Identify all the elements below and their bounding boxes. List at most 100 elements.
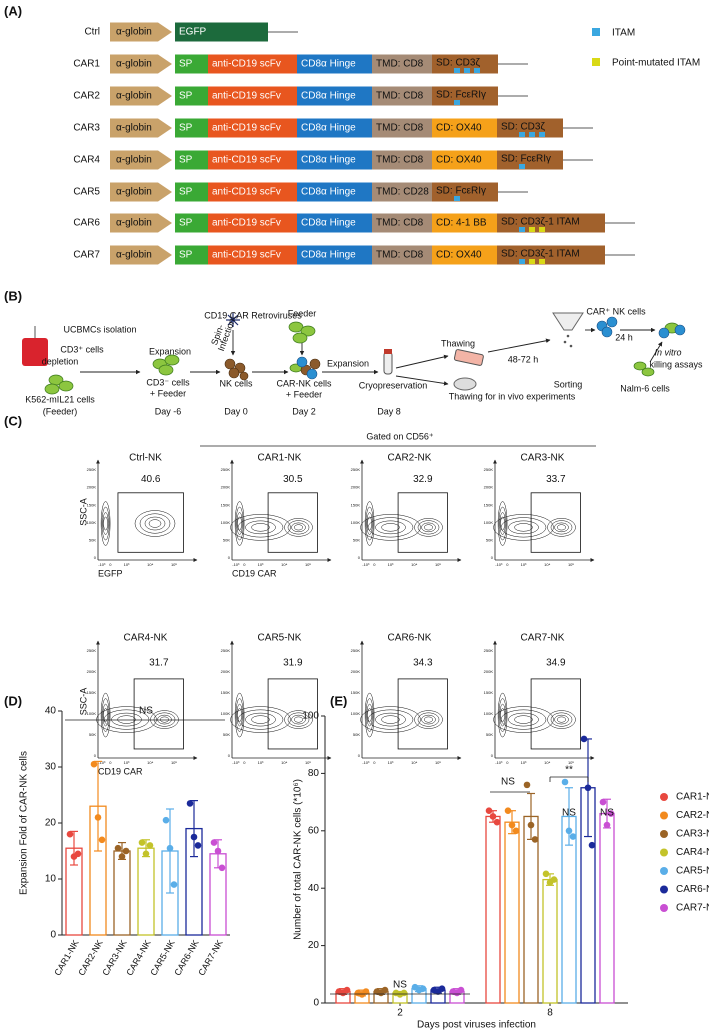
contour: [557, 524, 566, 531]
x-tick-label: 10⁵: [568, 562, 574, 567]
part-label: TMD: CD8: [376, 155, 424, 166]
data-point: [607, 810, 615, 817]
bar: [485, 815, 501, 1004]
y-tick-label: 250K: [351, 648, 361, 653]
construct-part: [297, 182, 372, 202]
construct-part: [175, 118, 208, 138]
construct-part: [175, 86, 208, 106]
contour: [139, 513, 171, 534]
construct-part: [297, 213, 372, 233]
contour: [236, 512, 243, 535]
x-tick-label: 10⁵: [305, 562, 311, 567]
workflow-label: killing assays: [649, 359, 703, 369]
part-label: α-globin: [116, 91, 152, 102]
legend-label: Point-mutated ITAM: [612, 58, 700, 69]
gate-value: 31.9: [283, 658, 303, 669]
contour: [251, 715, 270, 724]
blood-bag: [22, 338, 48, 366]
contour: [417, 520, 440, 535]
y-tick-label: 0: [491, 555, 494, 560]
workflow-label: (Feeder): [43, 406, 78, 416]
y-tick-label: 0: [358, 753, 361, 758]
construct-part: [372, 118, 432, 138]
y-tick-label: 0: [50, 930, 56, 941]
itam-mark: [519, 227, 525, 232]
legend-marker: [660, 793, 668, 801]
sorter: [552, 312, 584, 331]
x-tick-label: 10⁴: [411, 760, 417, 765]
panel-label: (E): [330, 693, 347, 708]
panel-label: (B): [4, 288, 22, 303]
x-tick-label: 0: [373, 562, 376, 567]
data-point: [74, 850, 82, 858]
part-label: CD: OX40: [436, 250, 482, 261]
part-label: anti-CD19 scFv: [212, 123, 281, 134]
x-tick-label: 10⁴: [147, 562, 153, 567]
construct-part: [372, 150, 432, 170]
y-tick-label: 50K: [486, 732, 493, 737]
gate-value: 34.9: [546, 658, 566, 669]
y-tick-label: 40: [308, 883, 320, 894]
x-tick-label: 10⁵: [568, 760, 574, 765]
contour: [284, 710, 313, 729]
construct-part: [372, 182, 432, 202]
construct-part: [432, 245, 497, 265]
virus: [226, 313, 240, 327]
data-point: [98, 836, 106, 844]
contour: [417, 712, 440, 727]
part-label: TMD: CD28: [376, 187, 429, 198]
plot-title: CAR6-NK: [388, 633, 432, 644]
data-point: [343, 986, 351, 994]
x-tick-label: 10³: [124, 562, 130, 567]
x-tick-label: 10⁴: [281, 760, 287, 765]
contour: [287, 520, 310, 535]
data-point: [94, 814, 102, 821]
x-tick-label: 0: [373, 760, 376, 765]
workflow-label: In vitro: [654, 347, 681, 357]
flow-arrows: [80, 327, 663, 386]
y-tick-label: 100K: [484, 520, 494, 525]
y-tick-label: 200K: [484, 669, 494, 674]
y-tick-label: 100K: [87, 711, 97, 716]
legend-label: CAR7-NK: [676, 903, 709, 914]
x-tick-label: -10³: [98, 760, 106, 765]
construct-part: [208, 54, 297, 74]
contour: [284, 518, 313, 537]
part-label: α-globin: [116, 155, 152, 166]
gate-value: 30.5: [283, 474, 303, 485]
legend-label: CAR6-NK: [676, 884, 709, 895]
construct-part: [297, 54, 372, 74]
contour: [148, 519, 162, 528]
part-label: CD8α Hinge: [301, 187, 356, 198]
contour: [294, 524, 303, 531]
x-tick-label: 10⁴: [544, 562, 550, 567]
x-tick-label: -10³: [98, 562, 106, 567]
data-point: [166, 844, 174, 852]
contour: [547, 518, 576, 537]
contour: [235, 506, 244, 541]
contour: [100, 692, 111, 738]
data-point: [493, 818, 501, 826]
itam-mark: [464, 68, 470, 73]
annotation: NS: [139, 706, 153, 717]
part-label: SP: [179, 91, 193, 102]
y-tick-label: 20: [45, 818, 57, 829]
y-tick-label: 30: [45, 762, 57, 773]
y-tick-label: 200K: [87, 669, 97, 674]
data-point: [561, 778, 569, 786]
contour: [237, 709, 284, 730]
workflow-label: + Feeder: [286, 389, 322, 399]
part-label: CD8α Hinge: [301, 218, 356, 229]
y-tick-label: 0: [228, 555, 231, 560]
data-point: [565, 827, 573, 835]
data-point: [527, 821, 535, 829]
legend-marker: [660, 885, 668, 894]
part-label: SP: [179, 155, 193, 166]
itam-mark: [539, 132, 545, 137]
flask: [453, 349, 484, 366]
contour: [134, 510, 176, 537]
data-point: [419, 985, 427, 992]
panel-b-icons: [22, 312, 686, 395]
x-tick-label: 0: [243, 760, 246, 765]
y-tick-label: 200K: [221, 669, 231, 674]
